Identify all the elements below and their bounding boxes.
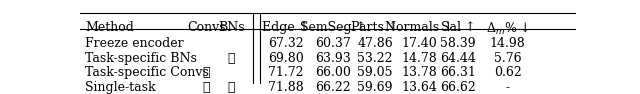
Text: 66.00: 66.00 [315,66,351,79]
Text: 5.76: 5.76 [493,52,522,65]
Text: Task-specific BNs: Task-specific BNs [85,52,197,65]
Text: 64.44: 64.44 [440,52,476,65]
Text: 66.22: 66.22 [315,81,351,94]
Text: Parts ↑: Parts ↑ [351,21,399,34]
Text: 14.98: 14.98 [490,37,525,50]
Text: 59.05: 59.05 [357,66,393,79]
Text: 71.72: 71.72 [268,66,303,79]
Text: ✓: ✓ [203,81,210,94]
Text: -: - [506,81,509,94]
Text: 71.88: 71.88 [268,81,304,94]
Text: 59.69: 59.69 [357,81,393,94]
Text: 60.37: 60.37 [315,37,351,50]
Text: Freeze encoder: Freeze encoder [85,37,184,50]
Text: 47.86: 47.86 [357,37,393,50]
Text: Edge ↑: Edge ↑ [262,21,310,34]
Text: 66.62: 66.62 [440,81,476,94]
Text: SemSeg ↑: SemSeg ↑ [300,21,366,34]
Text: 13.78: 13.78 [402,66,438,79]
Text: 66.31: 66.31 [440,66,476,79]
Text: Convs: Convs [187,21,226,34]
Text: Sal ↑: Sal ↑ [441,21,476,34]
Text: ✓: ✓ [228,81,235,94]
Text: 13.64: 13.64 [402,81,438,94]
Text: 58.39: 58.39 [440,37,476,50]
Text: Normals ↓: Normals ↓ [385,21,454,34]
Text: ✓: ✓ [228,52,235,65]
Text: ✓: ✓ [203,66,210,79]
Text: Δ$_m$% ↓: Δ$_m$% ↓ [486,21,529,37]
Text: 14.78: 14.78 [402,52,438,65]
Text: BNs: BNs [218,21,244,34]
Text: Task-specific Convs: Task-specific Convs [85,66,209,79]
Text: 0.62: 0.62 [493,66,522,79]
Text: Single-task: Single-task [85,81,156,94]
Text: Method: Method [85,21,134,34]
Text: 69.80: 69.80 [268,52,304,65]
Text: 53.22: 53.22 [357,52,393,65]
Text: 17.40: 17.40 [402,37,438,50]
Text: 67.32: 67.32 [268,37,303,50]
Text: 63.93: 63.93 [315,52,351,65]
